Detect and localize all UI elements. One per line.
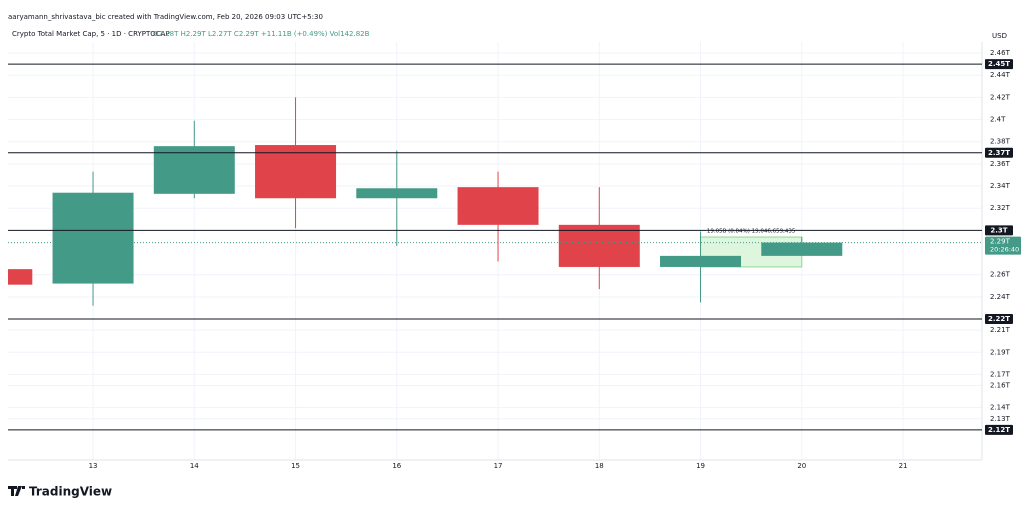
level-label-bg	[985, 147, 1013, 158]
measure-text: 19.05B (0.84%) 19,046,659,435	[707, 229, 796, 235]
countdown: 20:26:40	[990, 246, 1019, 254]
level-label-bg	[985, 314, 1013, 325]
x-tick-label: 18	[595, 462, 604, 470]
y-tick-label: 2.16T	[990, 382, 1011, 390]
y-tick-label: 2.36T	[990, 160, 1011, 168]
symbol: Crypto Total Market Cap, 5 · 1D · CRYPTO…	[12, 30, 170, 38]
y-tick-label: 2.34T	[990, 182, 1011, 190]
y-tick-label: 2.13T	[990, 415, 1011, 423]
x-tick-label: 17	[494, 462, 503, 470]
y-tick-label: 2.32T	[990, 204, 1011, 212]
last-price-bg	[985, 236, 1021, 255]
x-tick-label: 19	[696, 462, 705, 470]
x-tick-label: 15	[291, 462, 300, 470]
y-tick-label: 2.21T	[990, 326, 1011, 334]
level-label: 2.3T	[990, 226, 1007, 234]
logo-icon	[8, 486, 25, 496]
y-tick-label: 2.42T	[990, 93, 1011, 101]
level-label: 2.12T	[988, 426, 1010, 434]
last-price-label: 2.29T	[990, 238, 1011, 246]
candle-body	[356, 188, 438, 199]
y-tick-label: 2.44T	[990, 71, 1011, 79]
level-label: 2.22T	[988, 315, 1010, 323]
currency: USD	[992, 32, 1007, 40]
candle-body	[457, 187, 539, 225]
x-tick-label: 14	[190, 462, 199, 470]
candle-body	[52, 192, 134, 284]
candle-body	[558, 224, 640, 267]
x-tick-label: 21	[899, 462, 908, 470]
y-tick-label: 2.19T	[990, 348, 1011, 356]
y-tick-label: 2.24T	[990, 293, 1011, 301]
y-tick-label: 2.26T	[990, 271, 1011, 279]
y-tick-label: 2.14T	[990, 404, 1011, 412]
x-tick-label: 16	[392, 462, 401, 470]
level-label: 2.37T	[988, 149, 1010, 157]
level-label: 2.45T	[988, 60, 1010, 68]
x-tick-label: 13	[89, 462, 98, 470]
candle-body	[255, 145, 337, 199]
y-tick-label: 2.4T	[990, 116, 1006, 124]
price-axis: 2.46T 2.44T 2.42T 2.4T 2.38T 2.36T 2.34T 2.32T 2…	[990, 49, 1011, 423]
candle-body	[660, 255, 742, 267]
level-label-bg	[985, 225, 1013, 236]
x-tick-label: 20	[797, 462, 806, 470]
level-label-bg	[985, 424, 1013, 435]
logo-text: TradingView	[29, 485, 112, 499]
candle-body	[8, 269, 33, 285]
candle-body	[761, 242, 843, 256]
y-tick-label: 2.46T	[990, 49, 1011, 57]
candle-body	[153, 146, 235, 194]
plot-area: 19.05B (0.84%) 19,046,659,435	[8, 42, 982, 460]
y-tick-label: 2.17T	[990, 370, 1011, 378]
y-tick-label: 2.38T	[990, 138, 1011, 146]
ohlc: O2.28T H2.29T L2.27T C2.29T +11.11B (+0.…	[153, 30, 370, 38]
level-label-bg	[985, 59, 1013, 70]
attribution: aaryamann_shrivastava_bic created with T…	[8, 13, 323, 21]
